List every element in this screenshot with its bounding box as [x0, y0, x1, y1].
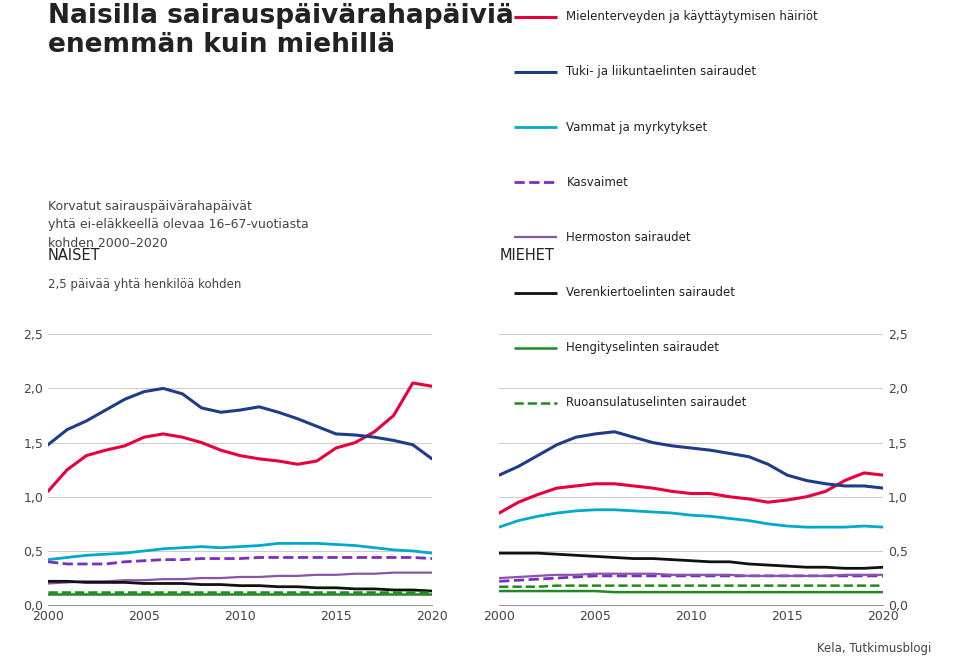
Text: Kasvaimet: Kasvaimet	[566, 176, 628, 189]
Text: Tuki- ja liikuntaelinten sairaudet: Tuki- ja liikuntaelinten sairaudet	[566, 65, 756, 78]
Text: Hengityselinten sairaudet: Hengityselinten sairaudet	[566, 341, 719, 354]
Text: Vammat ja myrkytykset: Vammat ja myrkytykset	[566, 120, 708, 134]
Text: Hermoston sairaudet: Hermoston sairaudet	[566, 231, 691, 244]
Text: Mielenterveyden ja käyttäytymisen häiriöt: Mielenterveyden ja käyttäytymisen häiriö…	[566, 10, 818, 23]
Text: Ruoansulatuselinten sairaudet: Ruoansulatuselinten sairaudet	[566, 396, 747, 410]
Text: Kela, Tutkimusblogi: Kela, Tutkimusblogi	[817, 642, 931, 655]
Text: Korvatut sairauspäivärahapäivät
yhtä ei-eläkkeellä olevaa 16–67-vuotiasta
kohden: Korvatut sairauspäivärahapäivät yhtä ei-…	[48, 200, 309, 249]
Text: NAISET: NAISET	[48, 247, 101, 263]
Text: Verenkiertoelinten sairaudet: Verenkiertoelinten sairaudet	[566, 286, 735, 299]
Text: 2,5 päivää yhtä henkilöä kohden: 2,5 päivää yhtä henkilöä kohden	[48, 278, 241, 291]
Text: Naisilla sairauspäivärahapäiviä
enemmän kuin miehillä: Naisilla sairauspäivärahapäiviä enemmän …	[48, 3, 514, 59]
Text: MIEHET: MIEHET	[499, 247, 554, 263]
